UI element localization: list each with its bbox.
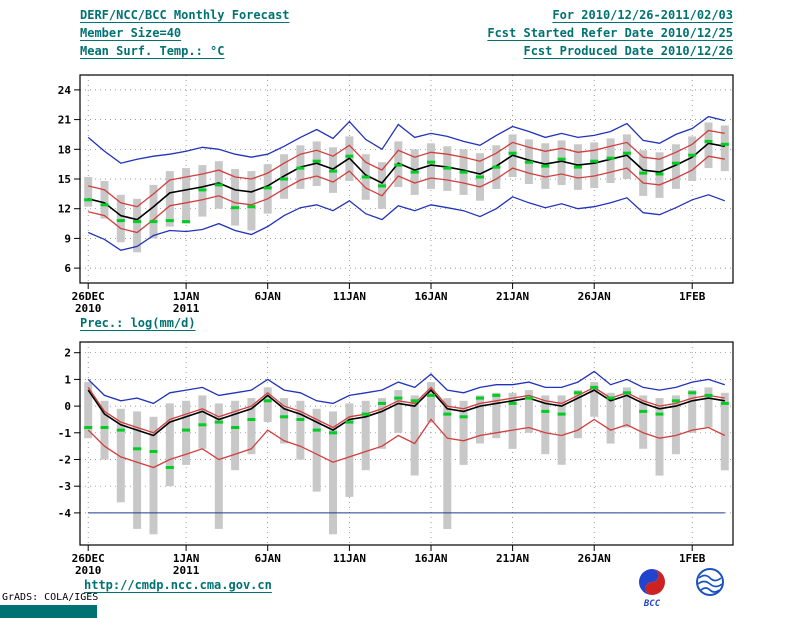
- series-mean-plus-spread: [87, 386, 725, 434]
- page-title: DERF/NCC/BCC Monthly Forecast: [80, 8, 290, 22]
- x-tick-label: 1FEB: [679, 290, 706, 303]
- y-tick-label: 24: [58, 84, 72, 97]
- produced-date-label: Fcst Produced Date 2010/12/26: [523, 44, 733, 58]
- y-tick-label: -3: [58, 480, 71, 493]
- y-tick-label: -2: [58, 454, 71, 467]
- y-tick-label: 21: [58, 114, 72, 127]
- series-ensemble-max: [87, 115, 725, 164]
- series-ensemble-min: [87, 194, 726, 251]
- x-tick-label: 16JAN: [414, 552, 447, 565]
- x-tick-label: 26JAN: [578, 290, 611, 303]
- series-ensemble-mean: [87, 388, 725, 437]
- series-mean-minus-spread: [87, 418, 726, 469]
- ensemble-spread-bars: [84, 382, 729, 535]
- x-tick-label: 26JAN: [578, 552, 611, 565]
- y-tick-label: 0: [64, 400, 71, 413]
- x-tick-year-label: 2010: [75, 302, 102, 315]
- y-tick-label: 6: [64, 262, 71, 275]
- member-size-label: Member Size=40: [80, 26, 182, 40]
- x-tick-label: 26DEC: [72, 290, 105, 303]
- x-tick-label: 11JAN: [333, 290, 366, 303]
- x-tick-label: 1JAN: [173, 552, 200, 565]
- grads-credit: GrADS: COLA/IGES: [2, 592, 99, 603]
- observation-markers: [84, 139, 729, 224]
- y-tick-label: 9: [64, 232, 71, 245]
- x-tick-year-label: 2011: [173, 564, 200, 577]
- panel-frame: [79, 341, 734, 546]
- series-ensemble-mean: [88, 142, 725, 221]
- series-mean-minus-spread: [88, 155, 725, 234]
- observation-markers: [84, 385, 729, 469]
- y-tick-label: 12: [58, 203, 71, 216]
- y-tick-label: 1: [64, 373, 71, 386]
- series-ensemble-max: [87, 370, 726, 405]
- ensemble-spread-bars: [84, 122, 729, 253]
- forecast-range: For 2010/12/26-2011/02/03: [552, 8, 733, 22]
- x-tick-year-label: 2010: [75, 564, 102, 577]
- x-tick-label: 26DEC: [72, 552, 105, 565]
- x-tick-label: 6JAN: [254, 290, 281, 303]
- x-tick-label: 1FEB: [679, 552, 706, 565]
- bcc-logo: BCC: [639, 569, 665, 609]
- x-tick-label: 6JAN: [254, 552, 281, 565]
- prec-panel-label: Prec.: log(mm/d): [80, 316, 196, 330]
- refer-date-label: Fcst Started Refer Date 2010/12/25: [487, 26, 733, 40]
- x-tick-label: 21JAN: [496, 552, 529, 565]
- x-tick-year-label: 2011: [173, 302, 200, 315]
- y-tick-label: 2: [64, 347, 71, 360]
- series-mean-plus-spread: [88, 129, 725, 208]
- x-tick-label: 16JAN: [414, 290, 447, 303]
- website-url: http://cmdp.ncc.cma.gov.cn: [84, 578, 272, 592]
- y-tick-label: 15: [58, 173, 71, 186]
- ncc-logo: [696, 568, 724, 596]
- y-tick-label: -1: [58, 427, 72, 440]
- y-tick-label: -4: [58, 507, 72, 520]
- panel-frame: [79, 74, 734, 284]
- teal-bar: [0, 605, 97, 618]
- bcc-logo-text: BCC: [643, 599, 661, 609]
- x-tick-label: 21JAN: [496, 290, 529, 303]
- x-tick-label: 11JAN: [333, 552, 366, 565]
- y-tick-label: 18: [58, 143, 71, 156]
- temp-panel-label: Mean Surf. Temp.: °C: [80, 44, 225, 58]
- x-tick-label: 1JAN: [173, 290, 200, 303]
- footer-logos: BCC: [639, 568, 724, 609]
